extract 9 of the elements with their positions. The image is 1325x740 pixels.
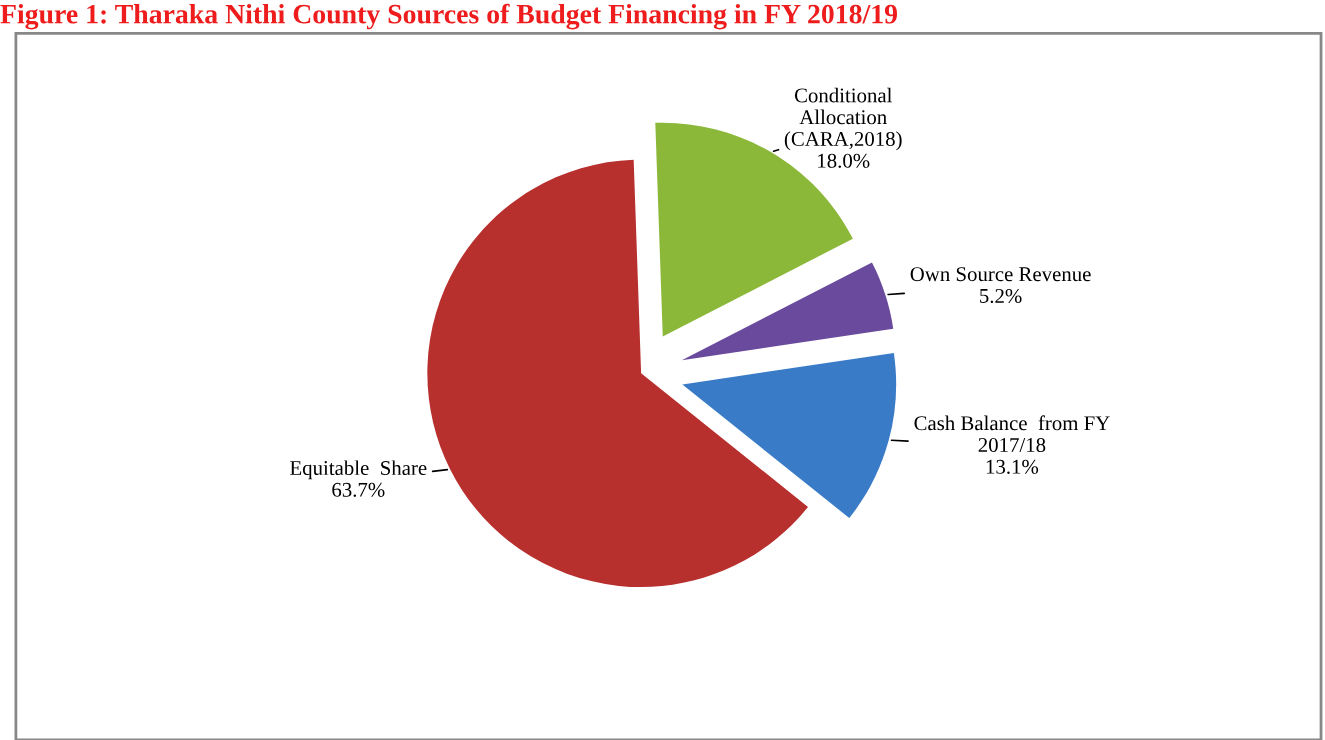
- data-label: 63.7%: [332, 482, 385, 497]
- slice-label: Cash Balance from FY 2017/18: [914, 415, 1110, 453]
- slice-label: Equitable Share: [290, 460, 427, 480]
- slice-label: Own Source Revenue: [910, 267, 1091, 282]
- data-label: 5.2%: [980, 288, 1022, 304]
- slice-label: Conditional Allocation (CARA,2018): [784, 87, 902, 151]
- chart-title: Figure 1: Tharaka Nithi County Sources of Budget Financing in FY 2018/19: [0, 3, 898, 30]
- data-label: 13.1%: [986, 459, 1039, 474]
- data-label: 18.0%: [818, 153, 870, 168]
